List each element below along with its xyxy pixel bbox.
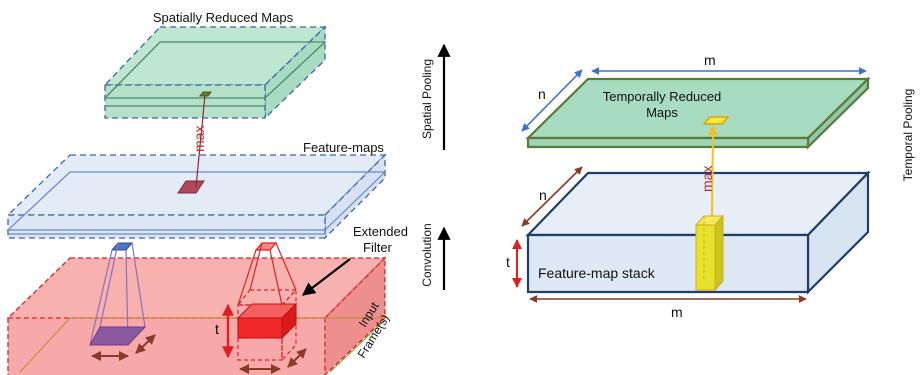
pooling-region bbox=[177, 180, 205, 194]
filter-pyramid-left bbox=[89, 242, 147, 346]
pooled-cell bbox=[199, 91, 212, 97]
label-t-left: t bbox=[215, 321, 219, 337]
label-spatially-reduced-maps: Spatially Reduced Maps bbox=[153, 10, 294, 25]
label-feature-map-stack: Feature-map stack bbox=[538, 265, 656, 281]
spatially-reduced-maps-volume bbox=[103, 25, 327, 120]
label-spatial-pooling: Spatial Pooling bbox=[420, 59, 434, 139]
label-feature-maps: Feature-maps bbox=[303, 140, 384, 155]
label-m-bottom: m bbox=[671, 304, 683, 320]
max-connector-right bbox=[707, 125, 718, 217]
temporally-reduced-maps-volume bbox=[525, 76, 871, 150]
temporal-column bbox=[694, 214, 725, 292]
label-extended-filter-line2: Filter bbox=[363, 240, 393, 255]
max-connector-left bbox=[195, 94, 206, 188]
feature-map-stack-volume bbox=[525, 170, 871, 295]
label-extended-filter-line1: Extended bbox=[353, 224, 408, 239]
label-n-mid: n bbox=[539, 187, 547, 203]
label-temporally-reduced-line2: Maps bbox=[646, 105, 678, 120]
label-t-right: t bbox=[506, 254, 510, 270]
label-n-top: n bbox=[538, 86, 546, 102]
dim-arrow-diagonal-right bbox=[287, 348, 307, 368]
label-max-right: max bbox=[699, 166, 715, 192]
extended-filter-pointer bbox=[301, 258, 351, 296]
feature-maps-volume bbox=[6, 153, 387, 240]
dim-arrow-n-mid bbox=[521, 166, 583, 227]
dim-arrow-diagonal-left bbox=[135, 334, 156, 354]
label-m-top: m bbox=[704, 52, 716, 68]
label-convolution: Convolution bbox=[420, 223, 434, 286]
dim-arrow-n-top bbox=[521, 69, 583, 132]
temporal-pooled-cell bbox=[702, 116, 730, 125]
extended-filter bbox=[236, 242, 298, 362]
label-temporal-pooling: Temporal Pooling bbox=[901, 89, 915, 182]
label-temporally-reduced-line1: Temporally Reduced bbox=[603, 89, 722, 104]
label-max-left: max bbox=[191, 126, 207, 152]
input-frames-volume bbox=[6, 256, 387, 375]
